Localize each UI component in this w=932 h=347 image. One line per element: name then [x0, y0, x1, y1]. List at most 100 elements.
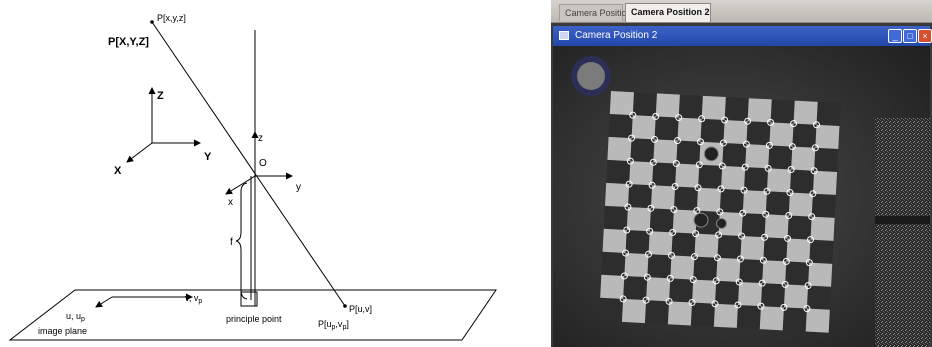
- checkerboard-square: [667, 301, 693, 326]
- detected-corner: [740, 186, 748, 194]
- detected-corner: [713, 254, 721, 262]
- checkerboard-square: [769, 122, 794, 147]
- detected-corner: [667, 251, 675, 259]
- checkerboard-square: [808, 262, 833, 287]
- detected-corner: [628, 134, 636, 142]
- checkerboard-square: [694, 233, 719, 258]
- window-titlebar: Camera Position 2 _ □ ×: [553, 26, 932, 46]
- checkerboard-square: [788, 192, 813, 217]
- checkerboard-square: [696, 187, 722, 212]
- label-origin: O: [259, 158, 267, 169]
- detected-corner: [734, 301, 742, 309]
- detected-corner: [619, 295, 627, 303]
- checkerboard-square: [670, 255, 695, 280]
- detected-corner: [721, 116, 729, 124]
- detected-corner: [696, 138, 704, 146]
- camera-capture-window: Camera Position 1 Camera Position 2 Came…: [551, 0, 932, 347]
- image-plane: [8, 289, 497, 341]
- detected-corner: [763, 187, 771, 195]
- detected-corner: [765, 141, 773, 149]
- detected-corner: [759, 256, 767, 264]
- checkerboard-square: [762, 260, 787, 285]
- detected-corner: [671, 182, 679, 190]
- detected-corner: [669, 228, 677, 236]
- detected-corner: [672, 160, 680, 168]
- projection-ray: [151, 21, 346, 307]
- detected-corner: [652, 112, 660, 120]
- label-plane-axis-v: v, vp: [185, 293, 202, 305]
- fiducial-marker: [693, 212, 709, 228]
- checkerboard-square: [716, 257, 741, 282]
- detected-corner: [781, 280, 789, 288]
- label-axis-X: X: [114, 165, 122, 177]
- tab-camera-position-1[interactable]: Camera Position 1: [559, 4, 639, 21]
- checkerboard-square: [815, 124, 840, 149]
- checkerboard-square: [742, 190, 767, 215]
- close-button[interactable]: ×: [918, 29, 932, 43]
- detected-corner: [625, 180, 633, 188]
- checkerboard-square: [721, 165, 746, 191]
- checkerboard-square: [766, 168, 792, 193]
- detected-corner: [620, 272, 628, 280]
- camera-frame: [553, 46, 930, 347]
- detected-corner: [805, 259, 813, 267]
- checkerboard-square: [747, 98, 772, 123]
- detected-corner: [810, 167, 818, 175]
- detected-corner: [762, 210, 770, 218]
- checkerboard-square: [783, 284, 809, 309]
- label-axis-Z: Z: [157, 90, 164, 102]
- checkerboard-square: [604, 182, 630, 208]
- dark-edge: [875, 216, 930, 224]
- fiducial-marker: [703, 146, 719, 162]
- detected-corner: [785, 211, 793, 219]
- detected-corner: [780, 303, 788, 311]
- detected-corner: [784, 234, 792, 242]
- label-axis-x: x: [228, 197, 233, 208]
- label-axis-y: y: [296, 182, 301, 193]
- detected-corner: [813, 121, 821, 129]
- detected-corner: [782, 257, 790, 265]
- detected-corner: [786, 189, 794, 197]
- checkerboard-square: [653, 139, 678, 164]
- lens-cap-inner: [577, 62, 605, 90]
- label-point-object: P[x,y,z]: [157, 13, 186, 23]
- maximize-button[interactable]: □: [903, 29, 917, 43]
- detected-corner: [622, 249, 630, 257]
- camera-geometry-diagram: P[x,y,z] P[X,Y,Z] Z X Y z O y x f P[u,v]…: [8, 13, 497, 341]
- checkerboard-square: [723, 119, 748, 145]
- checkerboard-square: [624, 252, 649, 278]
- checkerboard-square: [648, 231, 673, 256]
- detected-corner: [692, 230, 700, 238]
- detected-corner: [809, 190, 817, 198]
- detected-corner: [643, 273, 651, 281]
- checkerboard-square: [793, 100, 818, 125]
- checkerboard-square: [764, 214, 789, 239]
- label-focal-length: f: [230, 237, 233, 248]
- tab-camera-position-2[interactable]: Camera Position 2: [625, 3, 711, 22]
- detected-corner: [787, 166, 795, 174]
- point-object-dot: [150, 20, 154, 24]
- detected-corner: [694, 184, 702, 192]
- label-image-plane: image plane: [38, 326, 87, 336]
- checkerboard-square: [629, 161, 654, 186]
- checkerboard-square: [701, 95, 726, 120]
- detected-corner: [675, 114, 683, 122]
- label-image-point: P[u,v]: [349, 304, 372, 314]
- detected-corner: [716, 208, 724, 216]
- checkerboard-square: [810, 216, 835, 241]
- detected-corner: [717, 185, 725, 193]
- checkerboard-square: [650, 185, 676, 210]
- focal-length-brace: [235, 182, 248, 300]
- detected-corner: [767, 118, 775, 126]
- detected-corner: [670, 205, 678, 213]
- camera-axis-x: [225, 175, 256, 195]
- label-point-world: P[X,Y,Z]: [108, 36, 149, 48]
- detected-corner: [742, 140, 750, 148]
- checkerboard-square: [609, 91, 634, 116]
- point-image-dot: [343, 304, 347, 308]
- detected-corner: [803, 305, 811, 313]
- checkerboard-square: [672, 209, 697, 234]
- checkerboard-square: [602, 228, 627, 253]
- minimize-button[interactable]: _: [888, 29, 902, 43]
- checkerboard-square: [646, 277, 671, 302]
